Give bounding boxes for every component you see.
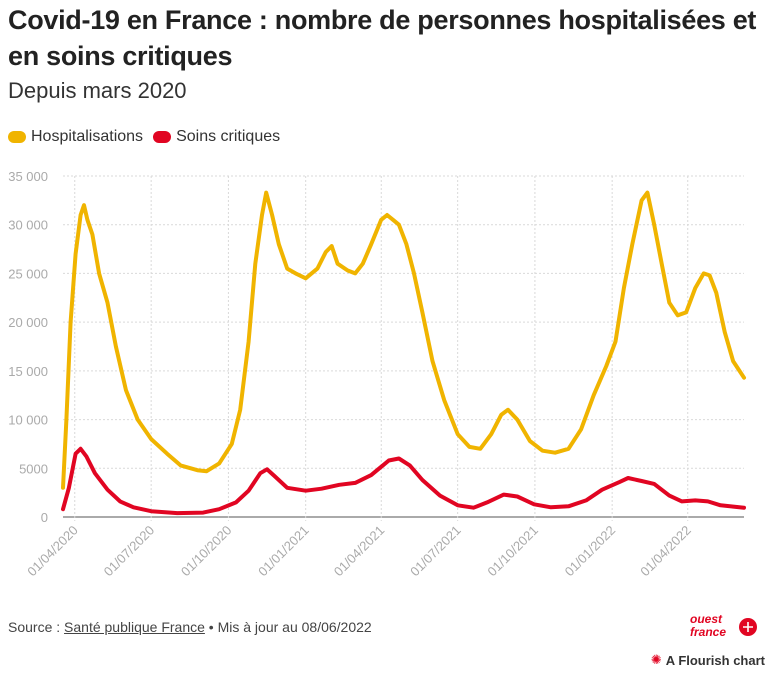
logo-text-france: france (690, 625, 726, 639)
y-tick-label: 0 (41, 510, 48, 525)
y-tick-label: 10 000 (8, 413, 48, 428)
x-tick-label: 01/10/2020 (178, 523, 235, 580)
y-tick-label: 5000 (19, 461, 48, 476)
x-tick-label: 01/07/2020 (101, 523, 158, 580)
x-tick-label: 01/04/2021 (331, 523, 388, 580)
x-tick-label: 01/04/2022 (637, 523, 694, 580)
source-prefix: Source : (8, 619, 65, 635)
y-tick-label: 25 000 (8, 266, 48, 281)
x-tick-label: 01/01/2021 (255, 523, 312, 580)
y-tick-label: 15 000 (8, 364, 48, 379)
legend-swatch-hospitalisations (8, 131, 26, 143)
series-line-hospitalisations (61, 190, 746, 490)
source-link[interactable]: Santé publique France (64, 619, 205, 635)
y-tick-label: 20 000 (8, 315, 48, 330)
legend-swatch-soins-critiques (153, 131, 172, 143)
y-tick-label: 35 000 (8, 169, 48, 184)
legend-label-soins-critiques: Soins critiques (176, 128, 281, 145)
ouest-france-logo[interactable]: ouest france (690, 612, 758, 640)
logo-text-ouest: ouest (690, 612, 723, 626)
flourish-star-icon: ✺ (650, 652, 662, 667)
x-tick-label: 01/01/2022 (562, 523, 619, 580)
logo-emblem-cross-icon (743, 622, 753, 632)
x-tick-label: 01/07/2021 (407, 523, 464, 580)
flourish-credit[interactable]: ✺ A Flourish chart (651, 652, 765, 668)
update-text: • Mis à jour au 08/06/2022 (204, 619, 372, 635)
chart-footer: Source : Santé publique France • Mis à j… (8, 619, 372, 635)
legend: Hospitalisations Soins critiques (8, 128, 290, 146)
flourish-label: A Flourish chart (665, 652, 765, 668)
chart-subtitle: Depuis mars 2020 (8, 78, 187, 103)
line-chart: 0 5000 10 000 15 000 20 000 25 000 30 000 35 00… (8, 169, 746, 580)
y-tick-label: 30 000 (8, 218, 48, 233)
legend-item-soins-critiques[interactable]: Soins critiques (153, 128, 280, 146)
x-tick-label: 01/10/2021 (484, 523, 541, 580)
series-line-soins-critiques (61, 446, 746, 516)
legend-item-hospitalisations[interactable]: Hospitalisations (8, 128, 143, 146)
x-tick-label: 01/04/2020 (24, 523, 81, 580)
chart-title: Covid-19 en France : nombre de personnes… (8, 5, 757, 71)
legend-label-hospitalisations: Hospitalisations (31, 128, 144, 145)
